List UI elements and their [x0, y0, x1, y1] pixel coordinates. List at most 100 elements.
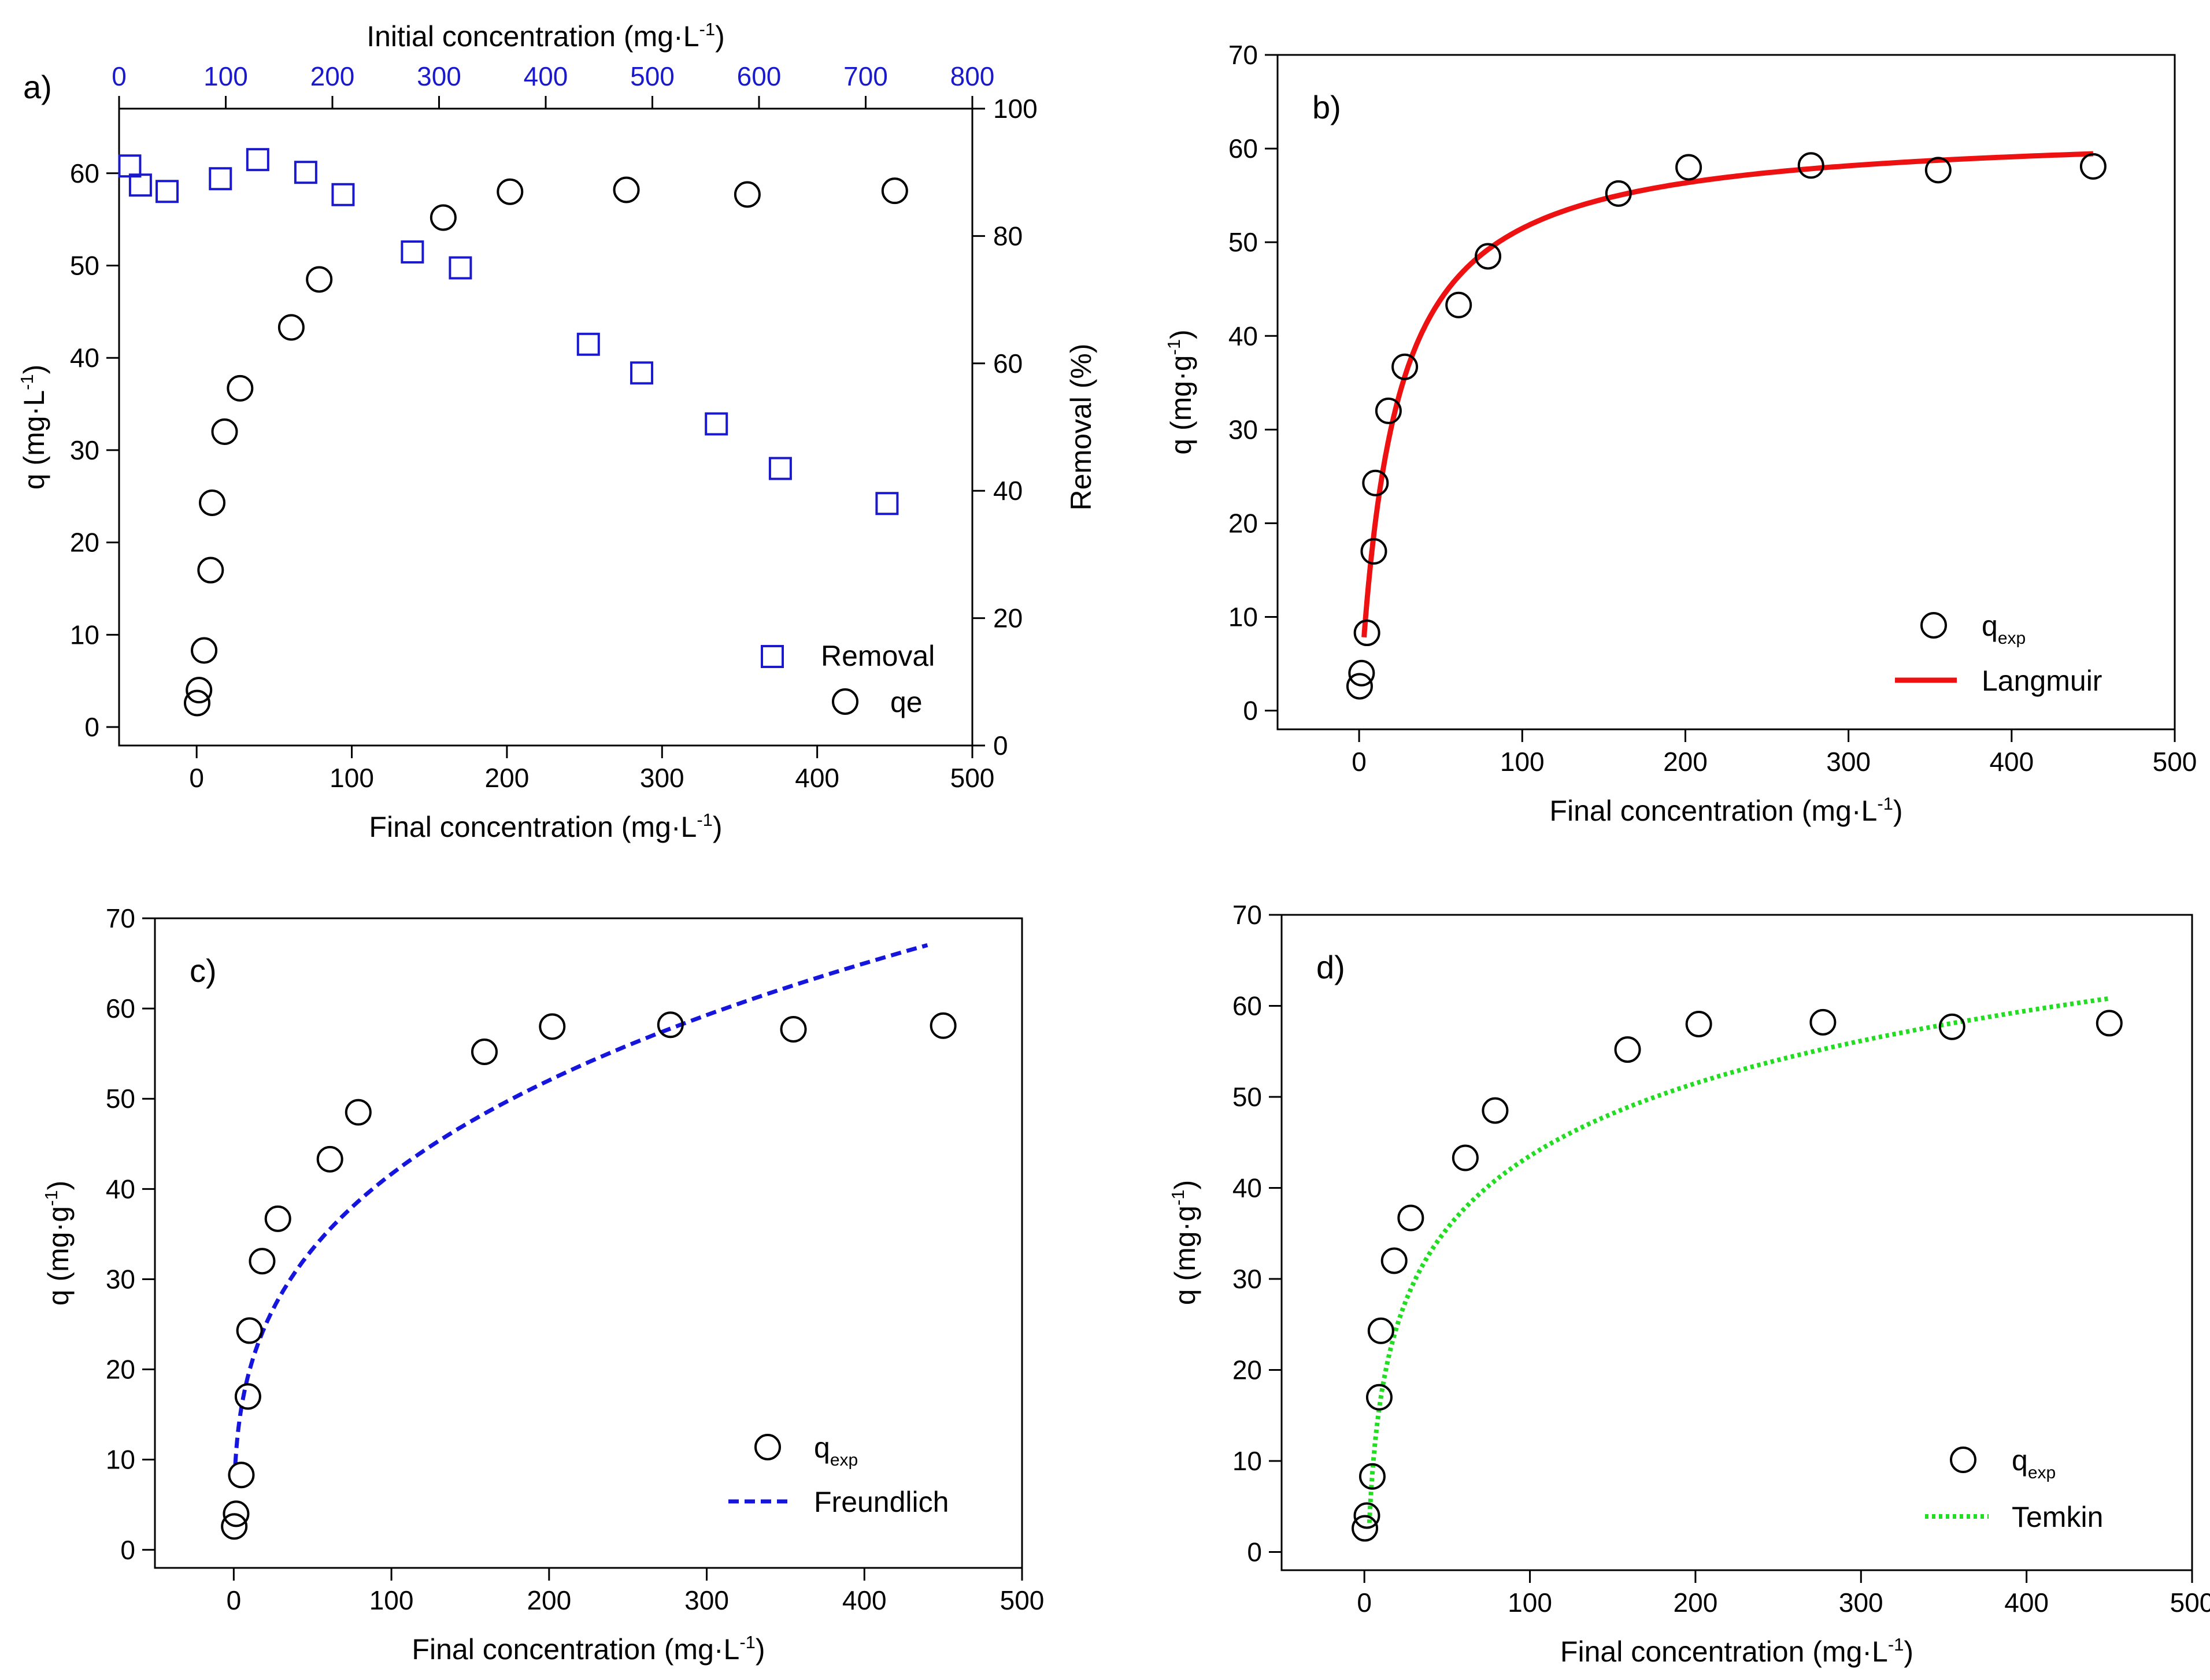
data-point-circle	[1924, 157, 1952, 184]
data-point-circle	[1605, 180, 1632, 207]
y-tick-label: 10	[1228, 602, 1258, 632]
data-point-square	[331, 183, 355, 206]
data-point-circle	[197, 557, 224, 584]
y-tick-label: 40	[70, 343, 99, 373]
data-point-circle	[881, 177, 908, 205]
top-tick-label: 100	[203, 61, 248, 91]
data-point-circle	[249, 1248, 276, 1275]
y-tick-label: 20	[70, 528, 99, 558]
chart-panel-b: 0 100 200 300 400 500 0 10 20 30 40 50 60 70 Final con…	[1164, 40, 2197, 827]
top-axis-title: Initial concentration (mg·L-1)	[367, 19, 725, 53]
data-point-square	[705, 412, 728, 436]
panel-label: c)	[190, 952, 217, 989]
y-tick-label: 10	[106, 1445, 135, 1475]
data-point-circle	[657, 1011, 684, 1039]
legend-label: Temkin	[2012, 1501, 2103, 1533]
data-point-square	[294, 161, 317, 184]
y-tick-label: 30	[106, 1264, 135, 1294]
y-tick-label: 70	[106, 903, 135, 933]
y-axis-title: q (mg·L-1)	[17, 365, 50, 490]
data-point-circle	[1358, 1463, 1386, 1490]
y-tick-label: 30	[1232, 1264, 1262, 1294]
x-tick-label: 300	[1839, 1588, 1883, 1618]
data-point-circle	[613, 176, 640, 203]
data-point-circle	[306, 266, 333, 293]
data-point-circle	[539, 1013, 566, 1040]
data-point-circle	[199, 489, 226, 516]
data-point-circle	[186, 677, 213, 704]
legend-circle-marker	[832, 688, 858, 715]
y-tick-label: 20	[106, 1355, 135, 1385]
x-tick-label: 500	[2153, 747, 2197, 777]
data-point-circle	[1346, 673, 1373, 700]
data-point-circle	[1391, 353, 1419, 380]
data-point-circle	[316, 1145, 343, 1173]
data-point-square	[128, 173, 152, 197]
data-point-circle	[2096, 1010, 2123, 1037]
data-point-circle	[211, 418, 238, 445]
y-tick-label: 70	[1232, 900, 1262, 930]
data-point-square	[630, 361, 654, 385]
y-tick-label: 60	[106, 993, 135, 1023]
x-tick-label: 300	[1826, 747, 1871, 777]
y-tick-label: 40	[106, 1174, 135, 1204]
right-tick-label: 100	[993, 94, 1038, 124]
panel-label: a)	[23, 69, 52, 105]
x-tick-label: 500	[2170, 1588, 2210, 1618]
data-point-circle	[471, 1039, 498, 1066]
x-tick-label: 200	[1674, 1588, 1718, 1618]
data-point-circle	[1614, 1036, 1641, 1063]
data-point-circle	[930, 1012, 957, 1039]
data-point-circle	[1367, 1317, 1394, 1344]
y-tick-label: 0	[84, 712, 99, 742]
y-tick-label: 40	[1228, 321, 1258, 351]
y-tick-label: 10	[70, 620, 99, 650]
y-axis-title: q (mg·g-1)	[41, 1181, 75, 1306]
x-tick-label: 100	[1500, 747, 1545, 777]
y-tick-label: 10	[1232, 1446, 1262, 1476]
y-tick-label: 0	[1247, 1537, 1262, 1567]
right-tick-label: 60	[993, 348, 1023, 379]
chart-panel-c: 0 100 200 300 400 500 0 10 20 30 40 50 60 70 Final con…	[41, 903, 1044, 1666]
data-point-circle	[1482, 1097, 1509, 1124]
x-tick-label: 300	[640, 763, 684, 793]
top-tick-label: 500	[630, 61, 675, 91]
x-tick-label: 200	[527, 1585, 571, 1615]
top-tick-label: 300	[417, 61, 461, 91]
data-point-circle	[236, 1317, 263, 1344]
data-point-circle	[191, 637, 218, 664]
data-point-square	[449, 256, 472, 280]
data-point-circle	[734, 181, 761, 208]
x-axis-title: Final concentration (mg·L-1)	[412, 1632, 765, 1666]
y-axis-title: q (mg·g-1)	[1164, 329, 1197, 455]
x-tick-label: 400	[842, 1585, 887, 1615]
x-axis-title: Final concentration (mg·L-1)	[369, 810, 722, 843]
y-tick-label: 0	[1243, 696, 1258, 726]
top-tick-label: 600	[737, 61, 782, 91]
x-tick-label: 100	[1508, 1588, 1552, 1618]
data-point-circle	[1365, 1384, 1393, 1411]
data-point-circle	[1352, 1515, 1379, 1542]
y-tick-label: 20	[1228, 508, 1258, 538]
legend-label: Langmuir	[1982, 665, 2102, 697]
model-curve-temkin	[1367, 996, 2110, 1523]
model-curve-freundlich	[233, 943, 928, 1464]
data-point-circle	[345, 1099, 372, 1126]
data-point-circle	[1797, 152, 1824, 179]
y-tick-label: 20	[1232, 1355, 1262, 1385]
x-tick-label: 300	[684, 1585, 729, 1615]
data-point-circle	[183, 689, 210, 717]
y-tick-label: 70	[1228, 40, 1258, 70]
data-point-circle	[1452, 1144, 1479, 1171]
y-tick-label: 40	[1232, 1173, 1262, 1203]
y-tick-label: 50	[106, 1084, 135, 1114]
x-tick-label: 400	[2004, 1588, 2049, 1618]
y-tick-label: 50	[1228, 227, 1258, 257]
data-point-circle	[1475, 243, 1502, 270]
plot-frame	[154, 917, 1023, 1569]
legend-label: Freundlich	[814, 1486, 949, 1518]
top-tick-label: 400	[524, 61, 568, 91]
x-tick-label: 100	[369, 1585, 414, 1615]
